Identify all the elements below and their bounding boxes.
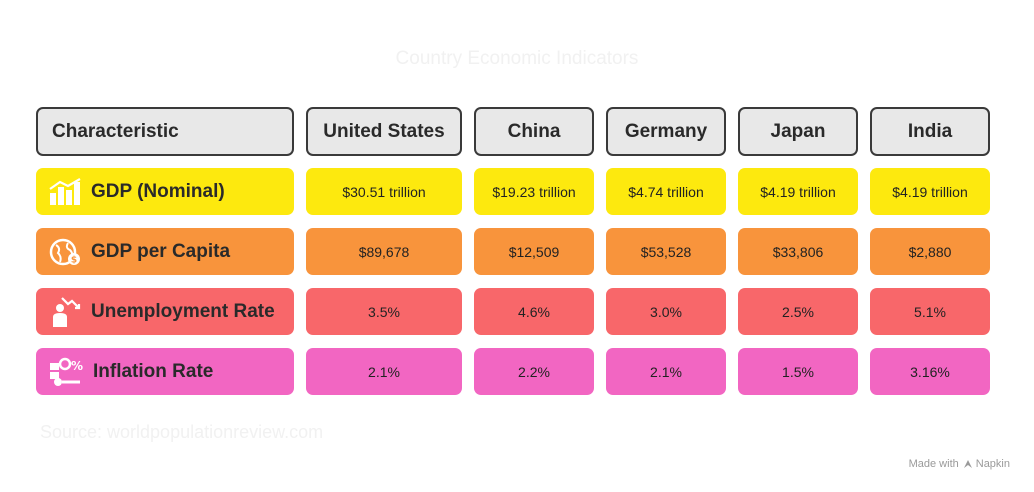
value-cell: 2.2%: [474, 348, 594, 395]
value-cell: $12,509: [474, 228, 594, 275]
inflation-percent-icon: %: [50, 357, 83, 386]
value-cell: 2.5%: [738, 288, 858, 335]
value-cell: $19.23 trillion: [474, 168, 594, 215]
globe-dollar-icon: $: [49, 238, 80, 265]
value-cell: $4.74 trillion: [606, 168, 726, 215]
napkin-logo-icon: [963, 460, 972, 468]
row-label-unemployment-rate: Unemployment Rate: [36, 288, 294, 335]
value-cell: $4.19 trillion: [738, 168, 858, 215]
value-cell: 4.6%: [474, 288, 594, 335]
svg-text:%: %: [71, 359, 83, 373]
row-label-gdp-per-capita: $ GDP per Capita: [36, 228, 294, 275]
made-with-text: Made with: [908, 458, 959, 470]
value-cell: $89,678: [306, 228, 462, 275]
header-country: India: [870, 107, 990, 156]
value-cell: $2,880: [870, 228, 990, 275]
row-label-text: Inflation Rate: [93, 360, 214, 382]
value-cell: 1.5%: [738, 348, 858, 395]
value-cell: $33,806: [738, 228, 858, 275]
napkin-brand-text: Napkin: [975, 458, 1010, 470]
value-cell: 2.1%: [306, 348, 462, 395]
value-cell: 2.1%: [606, 348, 726, 395]
header-characteristic: Characteristic: [36, 107, 294, 156]
row-label-text: GDP (Nominal): [91, 180, 225, 202]
row-label-text: GDP per Capita: [91, 240, 231, 262]
header-country: Japan: [738, 107, 858, 156]
value-cell: 3.16%: [870, 348, 990, 395]
value-cell: 3.5%: [306, 288, 462, 335]
person-down-arrow-icon: [53, 296, 81, 327]
source-note: Source: worldpopulationreview.com: [40, 422, 324, 442]
svg-text:$: $: [71, 255, 77, 265]
header-country: Germany: [606, 107, 726, 156]
value-cell: 5.1%: [870, 288, 990, 335]
value-cell: $4.19 trillion: [870, 168, 990, 215]
row-label-gdp-nominal: GDP (Nominal): [36, 168, 294, 215]
value-cell: 3.0%: [606, 288, 726, 335]
chart-title: Country Economic Indicators: [395, 48, 639, 69]
made-with-napkin: Made with Napkin: [909, 458, 1010, 470]
row-label-text: Unemployment Rate: [91, 300, 275, 322]
header-country: United States: [306, 107, 462, 156]
value-cell: $30.51 trillion: [306, 168, 462, 215]
value-cell: $53,528: [606, 228, 726, 275]
header-country: China: [474, 107, 594, 156]
bar-chart-icon: [49, 177, 81, 205]
row-label-inflation-rate: % Inflation Rate: [36, 348, 294, 395]
